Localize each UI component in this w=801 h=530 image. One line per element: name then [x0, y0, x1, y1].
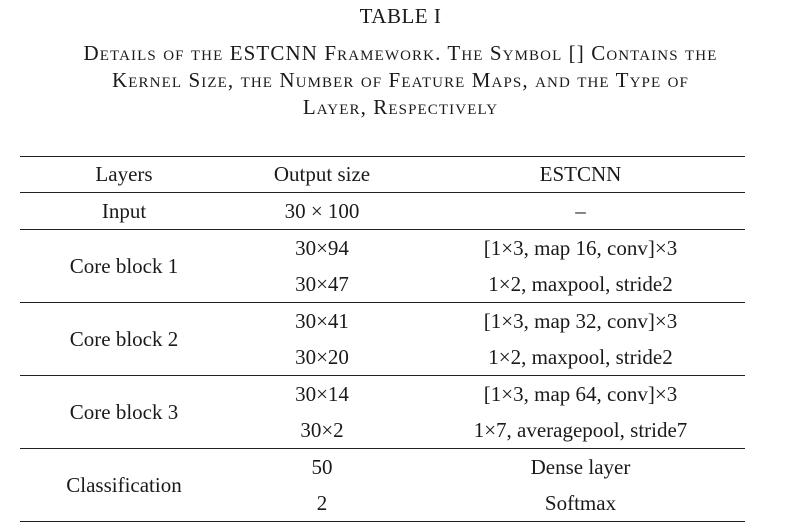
estcnn-cell: – [416, 192, 745, 230]
caption-line-1: Details of the ESTCNN Framework. The Sym… [83, 41, 718, 65]
output-cell: 30×47 [228, 266, 416, 303]
estcnn-cell: 1×2, maxpool, stride2 [416, 339, 745, 376]
header-row: Layers Output size ESTCNN [20, 156, 745, 193]
layer-cell: Core block 3 [20, 375, 228, 449]
estcnn-cell: Dense layer [530, 454, 631, 479]
table-row-core1-b: 30×47 1×2, maxpool, stride2 [20, 266, 745, 303]
table-row-core2-a: Core block 2 30×41 [1×3, map 32, conv]×3 [20, 302, 745, 376]
table-row-core3-b: 30×2 1×7, averagepool, stride7 [20, 412, 745, 449]
table-label: TABLE I [359, 4, 442, 28]
table-row-core1-a: Core block 1 30×94 [1×3, map 16, conv]×3 [20, 229, 745, 303]
layer-cell: Input [20, 192, 228, 230]
estcnn-cell: [1×3, map 32, conv]×3 [483, 308, 678, 333]
output-cell: 30×20 [228, 339, 416, 376]
estcnn-details-table: Layers Output size ESTCNN Input 30 × 100… [20, 156, 745, 522]
header-layers: Layers [20, 156, 228, 193]
output-cell: 30×14 [295, 381, 349, 406]
estcnn-cell: Softmax [416, 485, 745, 522]
estcnn-cell: [1×3, map 64, conv]×3 [483, 381, 678, 406]
header-output-size: Output size [228, 156, 416, 193]
table-caption: Details of the ESTCNN Framework. The Sym… [0, 40, 801, 121]
output-cell: 50 [311, 454, 333, 479]
caption-line-2: Kernel Size, the Number of Feature Maps,… [112, 68, 689, 92]
caption-line-3: Layer, Respectively [302, 95, 499, 119]
output-cell: 2 [228, 485, 416, 522]
table-row-core2-b: 30×20 1×2, maxpool, stride2 [20, 339, 745, 376]
estcnn-cell: [1×3, map 16, conv]×3 [483, 235, 678, 260]
estcnn-cell: 1×7, averagepool, stride7 [416, 412, 745, 449]
table-row-classification-a: Classification 50 Dense layer [20, 448, 745, 522]
output-cell: 30×2 [228, 412, 416, 449]
output-cell: 30×94 [295, 235, 349, 260]
table-row-core3-a: Core block 3 30×14 [1×3, map 64, conv]×3 [20, 375, 745, 449]
output-cell: 30×41 [295, 308, 349, 333]
header-estcnn: ESTCNN [416, 156, 745, 193]
layer-cell: Classification [20, 448, 228, 522]
layer-cell: Core block 2 [20, 302, 228, 376]
table-row-classification-b: 2 Softmax [20, 485, 745, 522]
estcnn-cell: 1×2, maxpool, stride2 [416, 266, 745, 303]
table-row-input: Input 30 × 100 – [20, 192, 745, 230]
layer-cell: Core block 1 [20, 229, 228, 303]
output-cell: 30 × 100 [228, 192, 416, 230]
